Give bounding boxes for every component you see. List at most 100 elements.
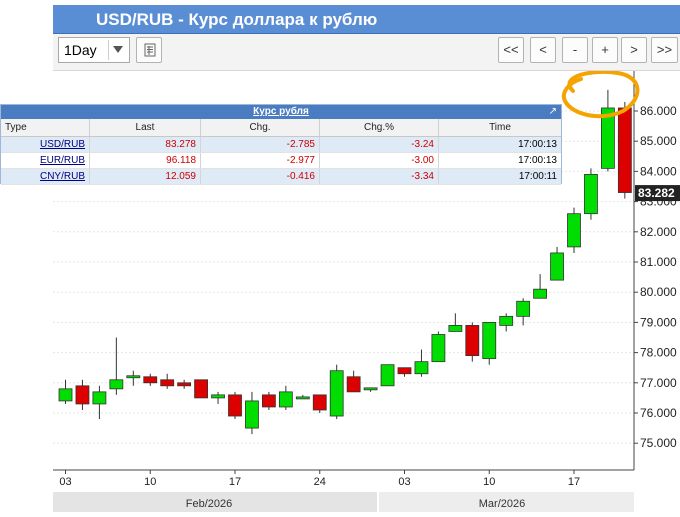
scroll-prev-button[interactable]: < [530,37,556,63]
symbol-link[interactable]: USD/RUB [1,136,90,153]
x-tick-label: 03 [398,476,410,488]
scroll-last-button[interactable]: >> [651,37,678,63]
zoom-out-button[interactable]: - [562,37,588,63]
y-tick-label: 84.000 [640,164,677,178]
last-value: 83.278 [89,136,201,153]
y-tick-label: 85.000 [640,134,677,148]
zoom-in-button[interactable]: + [592,37,618,63]
change-percent-value: -3.34 [319,168,439,185]
highlight-circle [561,69,640,119]
candle-body [380,364,395,387]
candle-body [177,382,192,387]
time-value: 17:00:13 [438,136,561,153]
candle-body [109,379,124,390]
month-band [378,492,634,512]
quotes-header-row: Type Last Chg. Chg.% Time [1,119,561,137]
x-tick-label: 03 [59,476,71,488]
x-tick-label: 17 [229,476,241,488]
candle-body [160,379,175,387]
candle-body [482,321,497,360]
column-header: Chg.% [319,119,439,137]
candle-body [261,394,276,408]
y-tick-label: 75.000 [640,436,677,450]
change-percent-value: -3.24 [319,136,439,153]
candle-body [550,252,564,281]
y-tick-label: 77.000 [640,376,677,390]
last-value: 96.118 [89,152,201,169]
change-value: -2.785 [200,136,320,153]
y-tick-label: 81.000 [640,255,677,269]
last-value: 12.059 [89,168,201,185]
month-label: Feb/2026 [186,498,232,510]
candle-body [363,387,378,391]
candle-body [312,394,327,411]
quote-panel-title[interactable]: Курс рубля [253,106,309,117]
change-percent-value: -3.00 [319,152,439,169]
candle-body [465,325,480,357]
chart-toolbar: 1Day << < - + > >> [53,34,680,71]
window-title: USD/RUB - Курс доллара к рублю [96,10,378,29]
candlestick-chart[interactable]: 75.000 76.000 77.000 78.000 79.000 80.000 81.0… [53,69,680,512]
candle-body [431,334,446,363]
candle-body [194,379,209,399]
month-label: Mar/2026 [479,498,525,510]
x-tick-label: 10 [144,476,156,488]
quote-panel-header: Курс рубля ↗ [1,105,561,119]
month-band [53,492,378,512]
candle-body [228,394,242,417]
change-value: -0.416 [200,168,320,185]
candle-body [499,315,514,326]
candle-body [126,375,141,379]
column-header: Type [1,119,90,137]
candle-body [143,376,158,384]
y-tick-label: 82.000 [640,225,677,239]
scroll-next-button[interactable]: > [621,37,647,63]
current-price-box [635,185,680,202]
expand-icon[interactable]: ↗ [548,106,557,117]
column-header: Time [438,119,561,137]
calendar-icon [144,43,156,57]
scroll-first-button[interactable]: << [498,37,524,63]
candle-body [617,107,632,193]
x-tick-label: 17 [568,476,580,488]
candle-body [397,367,412,375]
time-value: 17:00:11 [438,168,561,185]
candle-body [414,361,429,375]
table-row[interactable]: USD/RUB 83.278 -2.785 -3.24 17:00:13 [1,136,561,153]
quote-panel: Курс рубля ↗ Type Last Chg. Chg.% Time U… [0,104,562,185]
table-row[interactable]: CNY/RUB 12.059 -0.416 -3.34 17:00:11 [1,168,561,185]
title-bar: USD/RUB - Курс доллара к рублю [53,5,680,34]
period-value: 1Day [64,42,97,58]
candle-body [278,391,293,408]
candle-body [245,400,259,429]
x-tick-label: 10 [483,476,495,488]
candle-body [329,370,344,417]
column-header: Last [89,119,201,137]
symbol-link[interactable]: CNY/RUB [1,168,90,185]
candle-body [533,288,548,299]
change-value: -2.977 [200,152,320,169]
current-price-label: 83.282 [638,186,675,200]
candle-body [516,300,531,317]
candle-body [58,388,73,402]
y-tick-label: 80.000 [640,285,677,299]
x-tick-label: 24 [314,476,326,488]
candle-body [601,107,615,169]
y-tick-label: 86.000 [640,104,677,118]
time-value: 17:00:13 [438,152,561,169]
quotes-table: Type Last Chg. Chg.% Time USD/RUB 83.278… [1,119,561,185]
candle-body [295,396,310,400]
chevron-down-icon[interactable] [108,40,127,60]
candle-body [346,376,361,393]
candle-body [567,213,581,248]
candle-body [211,394,225,399]
table-row[interactable]: EUR/RUB 96.118 -2.977 -3.00 17:00:13 [1,152,561,169]
period-select[interactable]: 1Day [58,37,130,63]
column-header: Chg. [200,119,320,137]
y-tick-label: 76.000 [640,406,677,420]
y-tick-label: 79.000 [640,315,677,329]
candle-body [448,325,463,332]
calendar-button[interactable] [136,37,162,63]
candle-body [75,385,90,405]
symbol-link[interactable]: EUR/RUB [1,152,90,169]
